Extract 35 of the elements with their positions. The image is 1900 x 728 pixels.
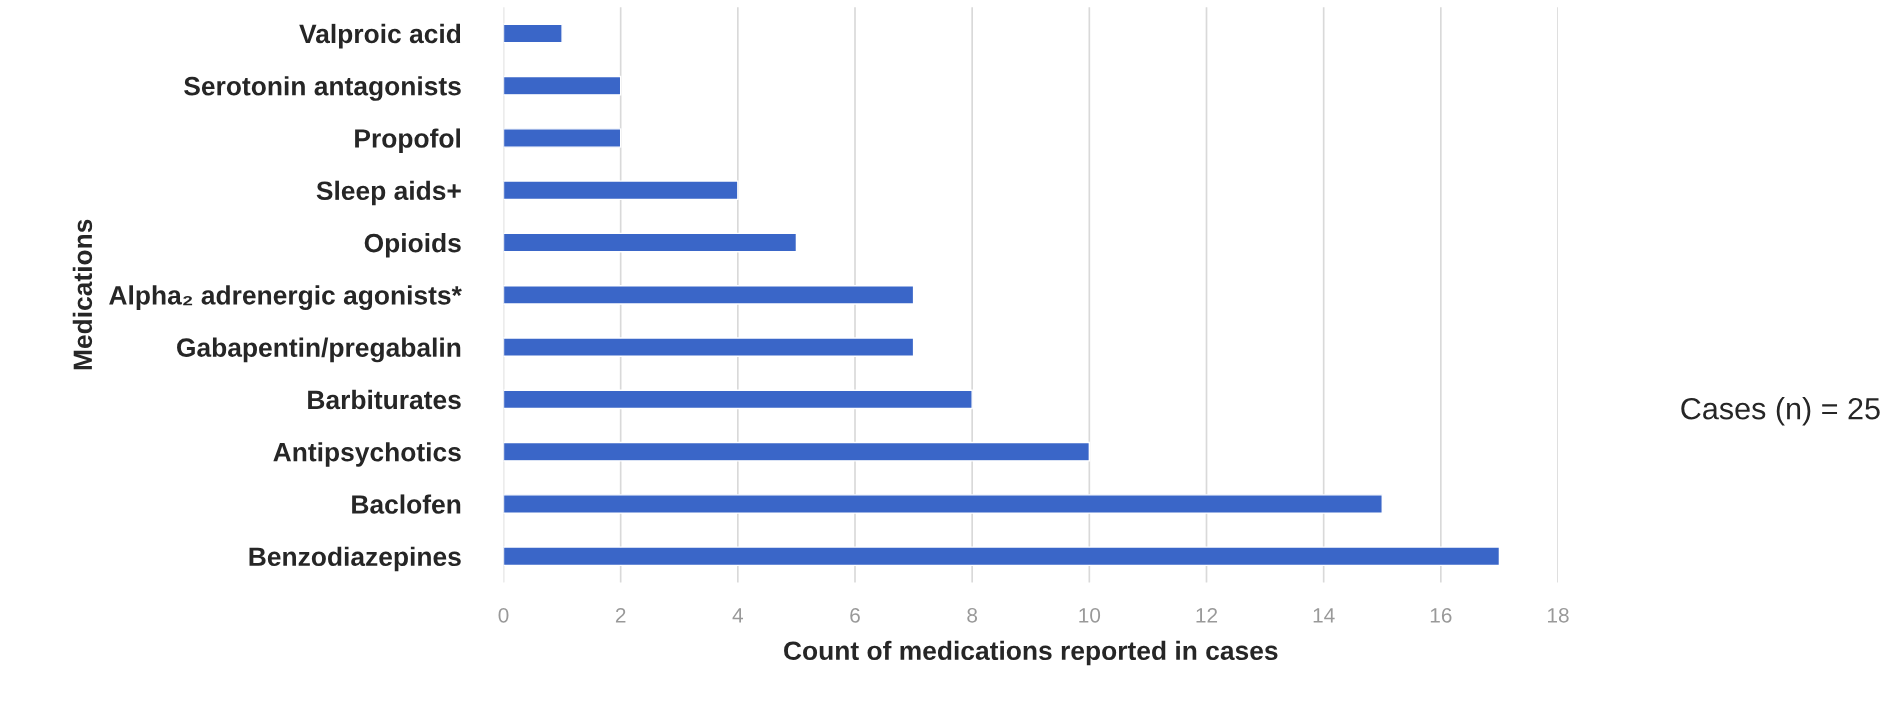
bar	[503, 232, 798, 253]
x-tick-label: 10	[1079, 607, 1101, 623]
text: Cases (n) = 25	[1681, 397, 1880, 426]
y-tick-label: Serotonin antagonists	[184, 76, 461, 101]
x-tick-label: 0	[498, 607, 509, 623]
x-tick-label: 6	[850, 607, 860, 623]
bar	[503, 180, 739, 201]
bar	[503, 75, 622, 96]
bar	[503, 23, 563, 44]
x-tick-label: 14	[1313, 608, 1335, 623]
x-tick-label: 18	[1548, 607, 1569, 623]
y-axis-title: Medications	[72, 219, 93, 370]
bar	[503, 128, 622, 148]
y-tick-label: Opioids	[364, 232, 461, 258]
x-tick-label: 12	[1196, 607, 1218, 623]
y-tick-label: Valproic acid	[299, 23, 461, 49]
x-tick-label: 2	[615, 607, 626, 623]
y-tick-label: Alpha₂ adrenergic agonists*	[109, 285, 462, 310]
y-tick-label: Barbiturates	[308, 389, 461, 410]
x-tick-label: 8	[967, 607, 978, 623]
y-tick-label: Antipsychotics	[273, 442, 461, 467]
x-tick-label: 16	[1430, 607, 1452, 623]
bar	[503, 284, 915, 305]
x-axis-title: Count of medications reported in cases	[784, 640, 1278, 666]
y-tick-label: Benzodiazepines	[249, 546, 461, 572]
bar	[503, 494, 1383, 514]
bar	[503, 546, 1501, 567]
bar	[503, 337, 915, 357]
y-tick-label: Baclofen	[352, 494, 461, 514]
y-tick-label: Gabapentin/pregabalin	[177, 337, 461, 363]
y-tick-label: Propofol	[355, 128, 460, 154]
bar	[503, 389, 973, 410]
x-tick-label: 4	[732, 608, 744, 623]
y-tick-label: Sleep aids+	[316, 180, 461, 206]
bar	[503, 441, 1091, 462]
